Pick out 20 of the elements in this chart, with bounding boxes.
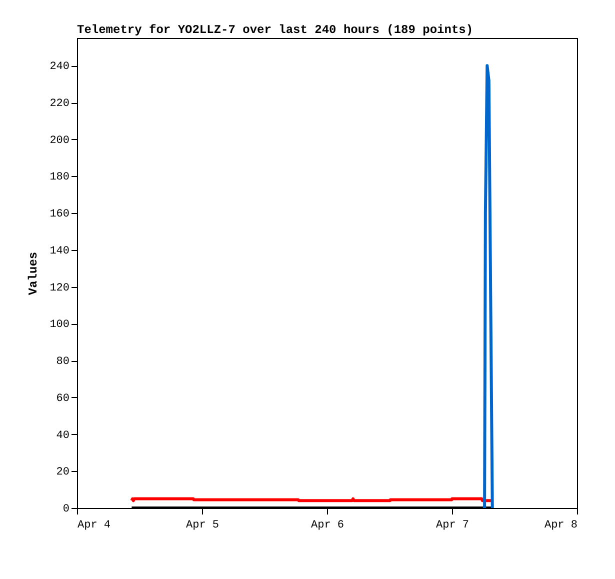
x-tick-label: Apr 7 [436, 520, 470, 532]
y-tick-label: 0 [62, 504, 70, 516]
y-tick-label: 20 [56, 466, 70, 479]
y-tick-label: 40 [56, 430, 70, 442]
y-tick-label: 240 [50, 61, 70, 74]
y-tick-label: 180 [50, 172, 70, 184]
x-tick-label: Apr 6 [310, 520, 344, 532]
y-tick-label: 220 [50, 98, 70, 110]
y-tick-label: 160 [50, 208, 70, 221]
chart-title: Telemetry for YO2LLZ-7 over last 240 hours (189 points) [77, 23, 474, 37]
y-axis-title: Values [26, 252, 41, 296]
y-tick-label: 120 [50, 282, 70, 294]
x-tick-label: Apr 8 [544, 520, 578, 532]
y-tick-label: 140 [50, 245, 70, 258]
x-tick-label: Apr 4 [78, 520, 111, 532]
y-tick-label: 80 [56, 356, 70, 368]
y-tick-label: 60 [56, 392, 70, 405]
y-tick-label: 200 [50, 134, 70, 147]
x-tick-label: Apr 5 [186, 520, 220, 532]
y-tick-label: 100 [50, 319, 70, 332]
